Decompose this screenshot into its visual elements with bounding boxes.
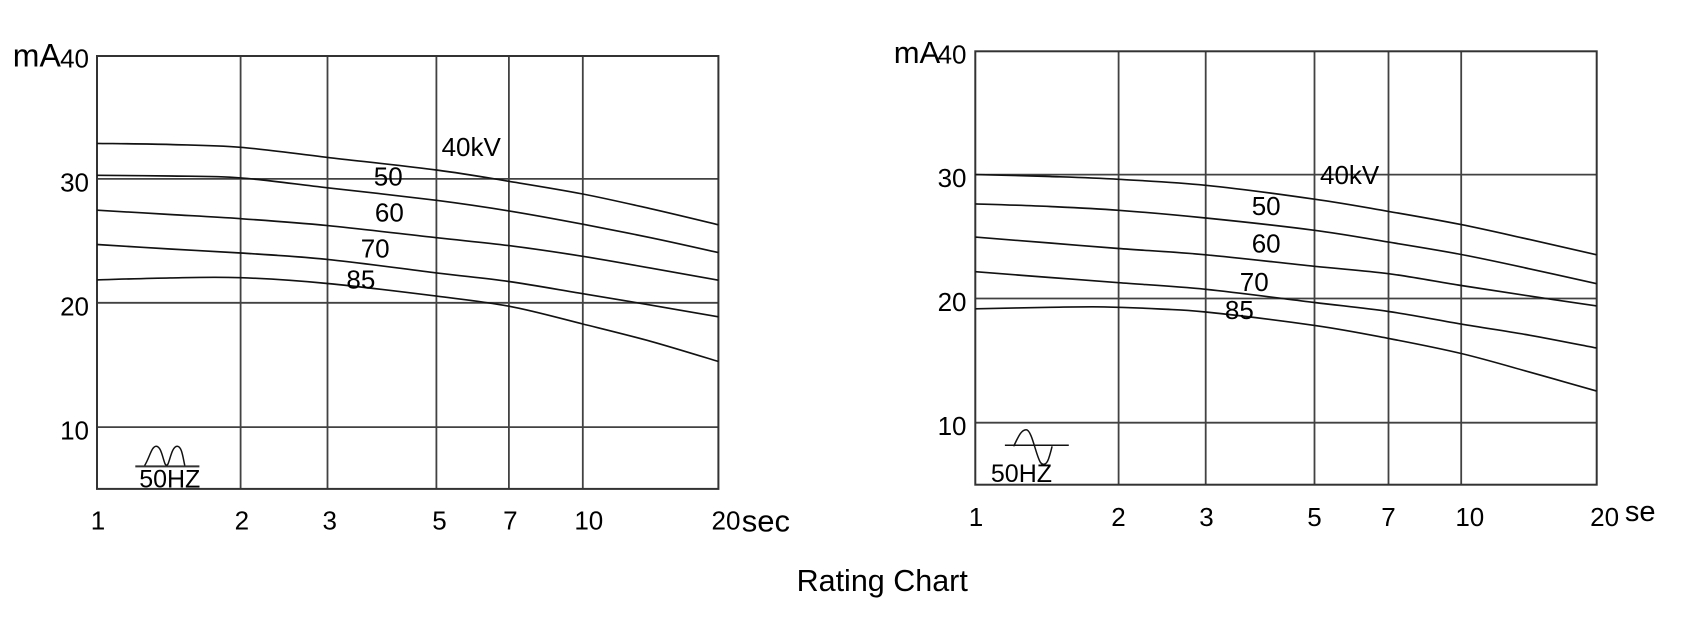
svg-text:5: 5: [432, 506, 446, 536]
svg-text:10: 10: [1455, 502, 1484, 532]
svg-text:20: 20: [60, 291, 89, 321]
svg-text:10: 10: [574, 506, 603, 536]
svg-text:mA: mA: [13, 38, 62, 74]
svg-text:60: 60: [375, 198, 404, 228]
svg-text:mA: mA: [894, 35, 941, 70]
svg-text:3: 3: [322, 506, 336, 536]
svg-text:10: 10: [938, 411, 967, 441]
svg-text:5: 5: [1307, 502, 1321, 532]
svg-text:50: 50: [374, 161, 403, 191]
svg-text:sec: sec: [742, 503, 790, 538]
svg-text:se: se: [1625, 496, 1656, 528]
svg-text:70: 70: [361, 234, 390, 264]
svg-text:50HZ: 50HZ: [991, 460, 1052, 488]
svg-text:10: 10: [60, 415, 89, 445]
svg-text:50: 50: [1252, 191, 1281, 221]
svg-text:40: 40: [938, 40, 967, 70]
svg-text:7: 7: [503, 506, 517, 536]
svg-text:20: 20: [938, 287, 967, 317]
svg-text:1: 1: [91, 506, 105, 536]
svg-text:30: 30: [938, 163, 967, 193]
svg-text:Rating Chart: Rating Chart: [797, 564, 969, 598]
svg-text:40kV: 40kV: [1320, 160, 1380, 190]
svg-text:85: 85: [1225, 295, 1254, 325]
svg-text:7: 7: [1381, 502, 1395, 532]
svg-text:70: 70: [1240, 267, 1269, 297]
svg-text:85: 85: [346, 264, 375, 294]
svg-text:40: 40: [60, 43, 89, 73]
svg-text:50HZ: 50HZ: [139, 466, 200, 494]
svg-text:60: 60: [1252, 228, 1281, 258]
svg-text:20: 20: [1590, 502, 1619, 532]
svg-text:2: 2: [235, 506, 249, 536]
svg-text:20: 20: [712, 506, 741, 536]
svg-text:40kV: 40kV: [442, 132, 502, 162]
svg-text:1: 1: [969, 502, 983, 532]
svg-text:3: 3: [1199, 502, 1213, 532]
svg-text:2: 2: [1111, 502, 1125, 532]
svg-text:30: 30: [60, 168, 89, 198]
